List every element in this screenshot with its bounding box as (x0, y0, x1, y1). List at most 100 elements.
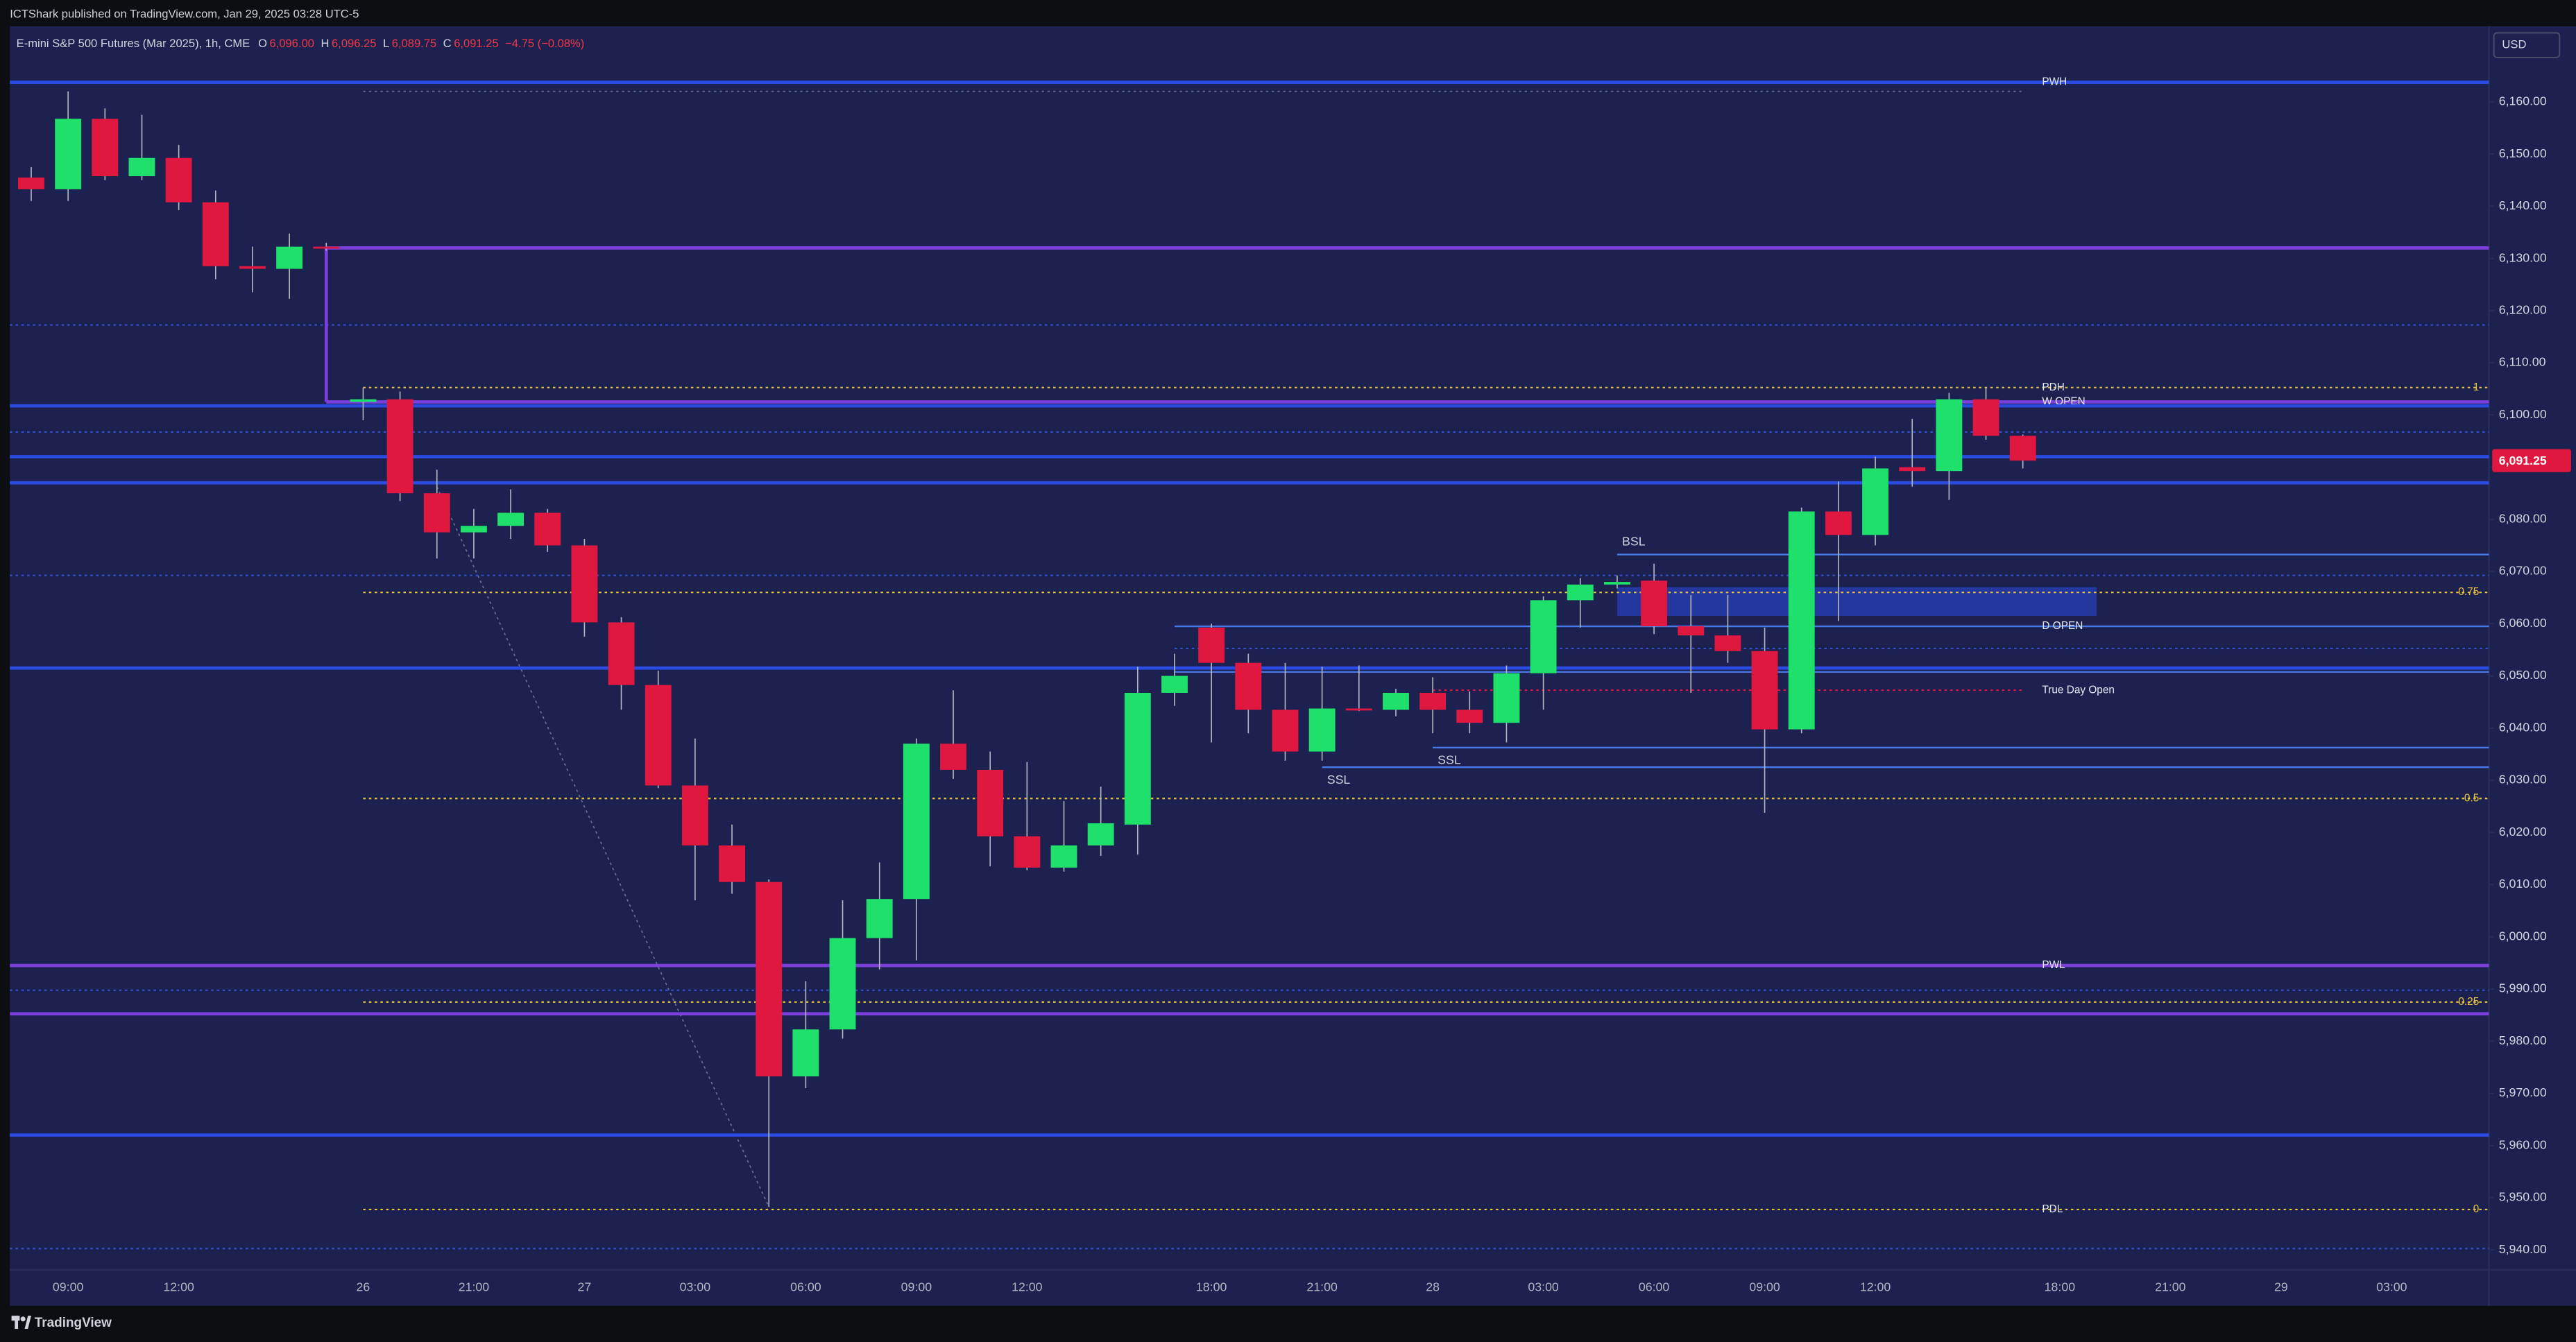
y-tick-label: 6,060.00 (2499, 616, 2547, 630)
candle-body (2009, 436, 2036, 461)
candle-body (1530, 600, 1557, 673)
candle-body (1235, 662, 1262, 710)
ohlc-value: 6,096.00 (270, 37, 314, 50)
candle-body (128, 157, 155, 177)
x-tick-label: 29 (2274, 1280, 2288, 1294)
candle-body (202, 202, 229, 266)
x-tick-label: 12:00 (1860, 1280, 1891, 1294)
candle-body (1383, 692, 1409, 710)
candle-body (1124, 692, 1151, 825)
candle-body (92, 119, 119, 177)
candle-body (1714, 635, 1741, 651)
y-tick-label: 5,950.00 (2499, 1190, 2547, 1204)
candle-body (1087, 823, 1114, 846)
level-label: PDH (2042, 381, 2064, 393)
x-tick-label: 18:00 (2045, 1280, 2076, 1294)
publisher-header: ICTShark published on TradingView.com, J… (10, 8, 359, 21)
fib-ratio-label: 0.25 (2458, 996, 2479, 1008)
candle-body (1751, 651, 1778, 730)
candle-body (18, 177, 44, 189)
y-tick-label: 6,140.00 (2499, 198, 2547, 212)
candle-body (1972, 399, 1999, 436)
x-tick-label: 09:00 (53, 1280, 84, 1294)
tradingview-logo (11, 1316, 31, 1330)
y-tick-label: 6,100.00 (2499, 407, 2547, 421)
liquidity-tag: SSL (1438, 753, 1461, 767)
footer-brand: TradingView (35, 1316, 112, 1330)
x-tick-label: 18:00 (1196, 1280, 1227, 1294)
candle-body (1050, 845, 1077, 868)
last-price-tag (2492, 449, 2571, 472)
candle-body (571, 545, 598, 623)
y-tick-label: 5,960.00 (2499, 1137, 2547, 1151)
liquidity-tag: BSL (1622, 535, 1646, 549)
status-line: E-mini S&P 500 Futures (Mar 2025), 1h, C… (17, 37, 585, 50)
y-tick-label: 6,030.00 (2499, 773, 2547, 786)
ohlc-key: C (443, 37, 452, 50)
candle-body (165, 157, 192, 203)
y-tick-label: 6,110.00 (2499, 355, 2546, 369)
candle-body (55, 119, 82, 189)
x-tick-label: 12:00 (1012, 1280, 1043, 1294)
ohlc-value: 6,089.75 (392, 37, 436, 50)
y-tick-label: 6,150.00 (2499, 146, 2547, 160)
x-tick-label: 06:00 (1639, 1280, 1670, 1294)
candle-body (829, 938, 856, 1030)
x-tick-label: 06:00 (790, 1280, 821, 1294)
candle-body (1308, 708, 1336, 752)
candle-body (386, 399, 413, 494)
candle-body (1825, 511, 1852, 535)
y-tick-label: 6,010.00 (2499, 877, 2547, 891)
ohlc-key: H (321, 37, 329, 50)
y-tick-label: 6,020.00 (2499, 825, 2547, 838)
y-tick-label: 6,040.00 (2499, 720, 2547, 734)
candle-body (1678, 626, 1705, 636)
candle-body (1456, 709, 1483, 723)
chart-panel (10, 26, 2576, 1306)
ohlc-value: 6,096.25 (332, 37, 376, 50)
level-label: PWH (2042, 76, 2067, 88)
fib-ratio-label: 1 (2473, 381, 2480, 393)
ohlc-key: L (383, 37, 389, 50)
candle-body (756, 881, 783, 1077)
level-label: PDL (2042, 1203, 2063, 1215)
candle-body (1345, 708, 1372, 711)
y-tick-label: 6,080.00 (2499, 511, 2547, 525)
candle-body (866, 899, 893, 938)
candle-body (681, 785, 708, 846)
candle-body (1899, 467, 1926, 472)
y-tick-label: 5,980.00 (2499, 1033, 2547, 1047)
level-label: PWL (2042, 959, 2065, 971)
y-tick-label: 5,940.00 (2499, 1242, 2547, 1256)
chart-title: E-mini S&P 500 Futures (Mar 2025), 1h, C… (17, 37, 250, 50)
candle-body (940, 743, 966, 770)
x-tick-label: 03:00 (2376, 1280, 2407, 1294)
y-tick-label: 6,070.00 (2499, 564, 2547, 578)
currency-box[interactable] (2493, 32, 2561, 58)
x-tick-label: 21:00 (1306, 1280, 1338, 1294)
y-tick-label: 6,130.00 (2499, 250, 2547, 264)
x-tick-label: 27 (578, 1280, 592, 1294)
candle-body (1161, 676, 1188, 693)
fib-ratio-label: 0.75 (2458, 586, 2479, 598)
x-tick-label: 09:00 (1749, 1280, 1780, 1294)
imbalance-box (1617, 587, 2097, 616)
candle-body (313, 246, 340, 249)
level-label: D OPEN (2042, 620, 2083, 632)
candle-body (645, 685, 672, 786)
y-tick-label: 6,050.00 (2499, 668, 2547, 682)
candle-body (1493, 673, 1520, 723)
x-tick-label: 26 (357, 1280, 370, 1294)
candle-body (239, 266, 266, 269)
x-tick-label: 21:00 (459, 1280, 490, 1294)
candle-body (1272, 709, 1299, 752)
x-tick-label: 03:00 (680, 1280, 711, 1294)
candle-body (1419, 692, 1447, 710)
logo-dot (20, 1316, 26, 1322)
y-tick-label: 6,000.00 (2499, 929, 2547, 943)
candle-body (497, 513, 524, 526)
candle-body (423, 493, 450, 533)
x-tick-label: 03:00 (1528, 1280, 1559, 1294)
candle-body (1641, 580, 1668, 627)
level-label: True Day Open (2042, 684, 2115, 696)
